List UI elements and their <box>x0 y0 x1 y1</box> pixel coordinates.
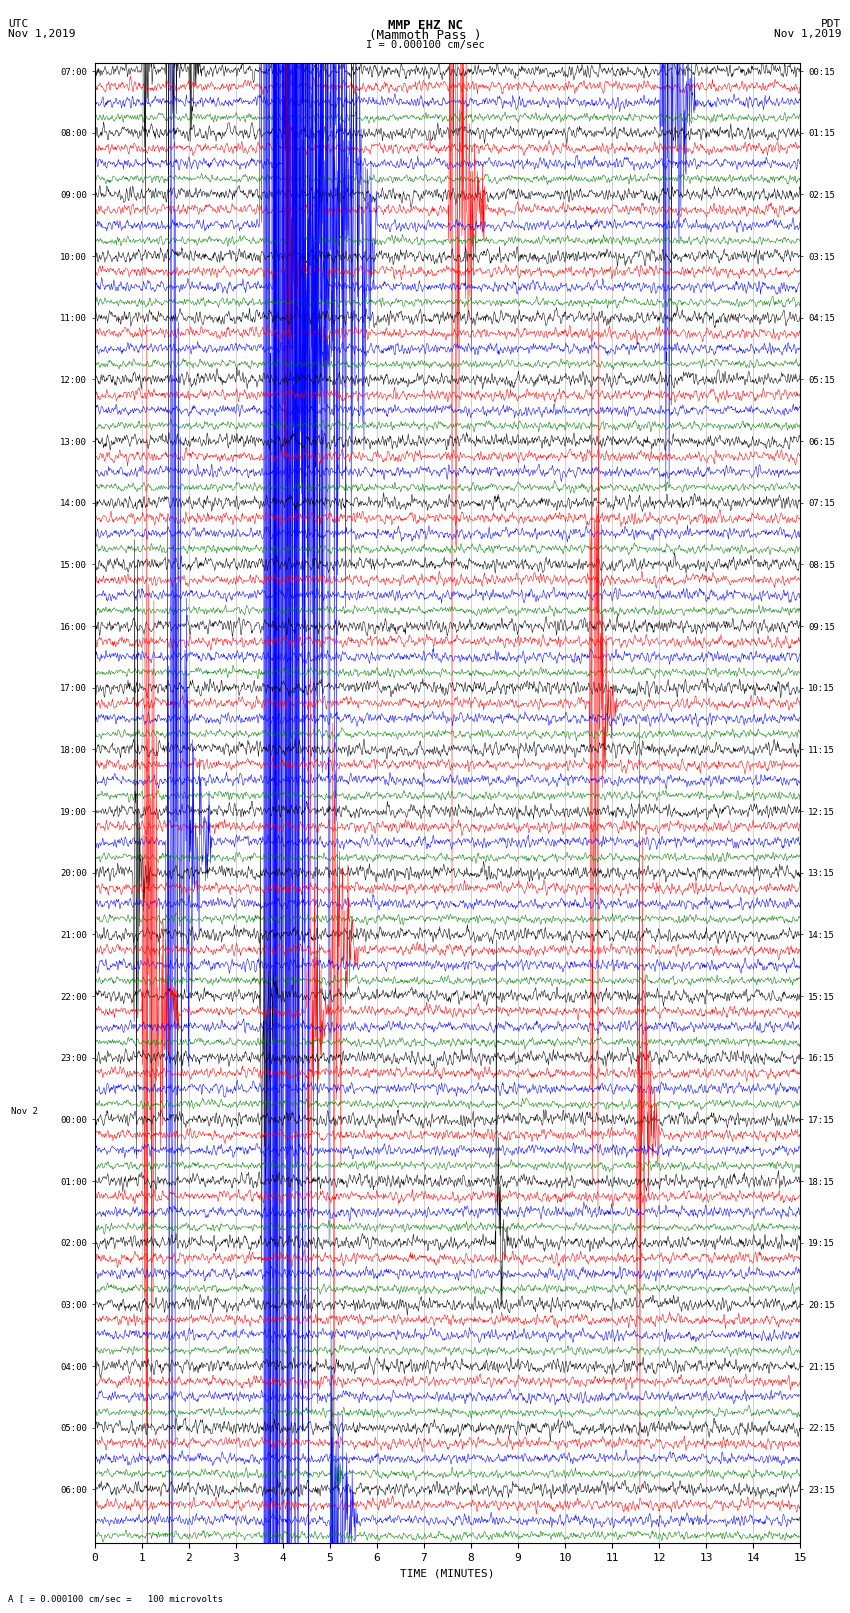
Text: PDT: PDT <box>821 19 842 29</box>
X-axis label: TIME (MINUTES): TIME (MINUTES) <box>400 1569 495 1579</box>
Text: UTC: UTC <box>8 19 29 29</box>
Text: (Mammoth Pass ): (Mammoth Pass ) <box>369 29 481 42</box>
Text: Nov 2: Nov 2 <box>11 1107 38 1116</box>
Text: Nov 1,2019: Nov 1,2019 <box>8 29 76 39</box>
Text: Nov 1,2019: Nov 1,2019 <box>774 29 842 39</box>
Text: MMP EHZ NC: MMP EHZ NC <box>388 19 462 32</box>
Text: A [ = 0.000100 cm/sec =   100 microvolts: A [ = 0.000100 cm/sec = 100 microvolts <box>8 1594 224 1603</box>
Text: I = 0.000100 cm/sec: I = 0.000100 cm/sec <box>366 40 484 50</box>
